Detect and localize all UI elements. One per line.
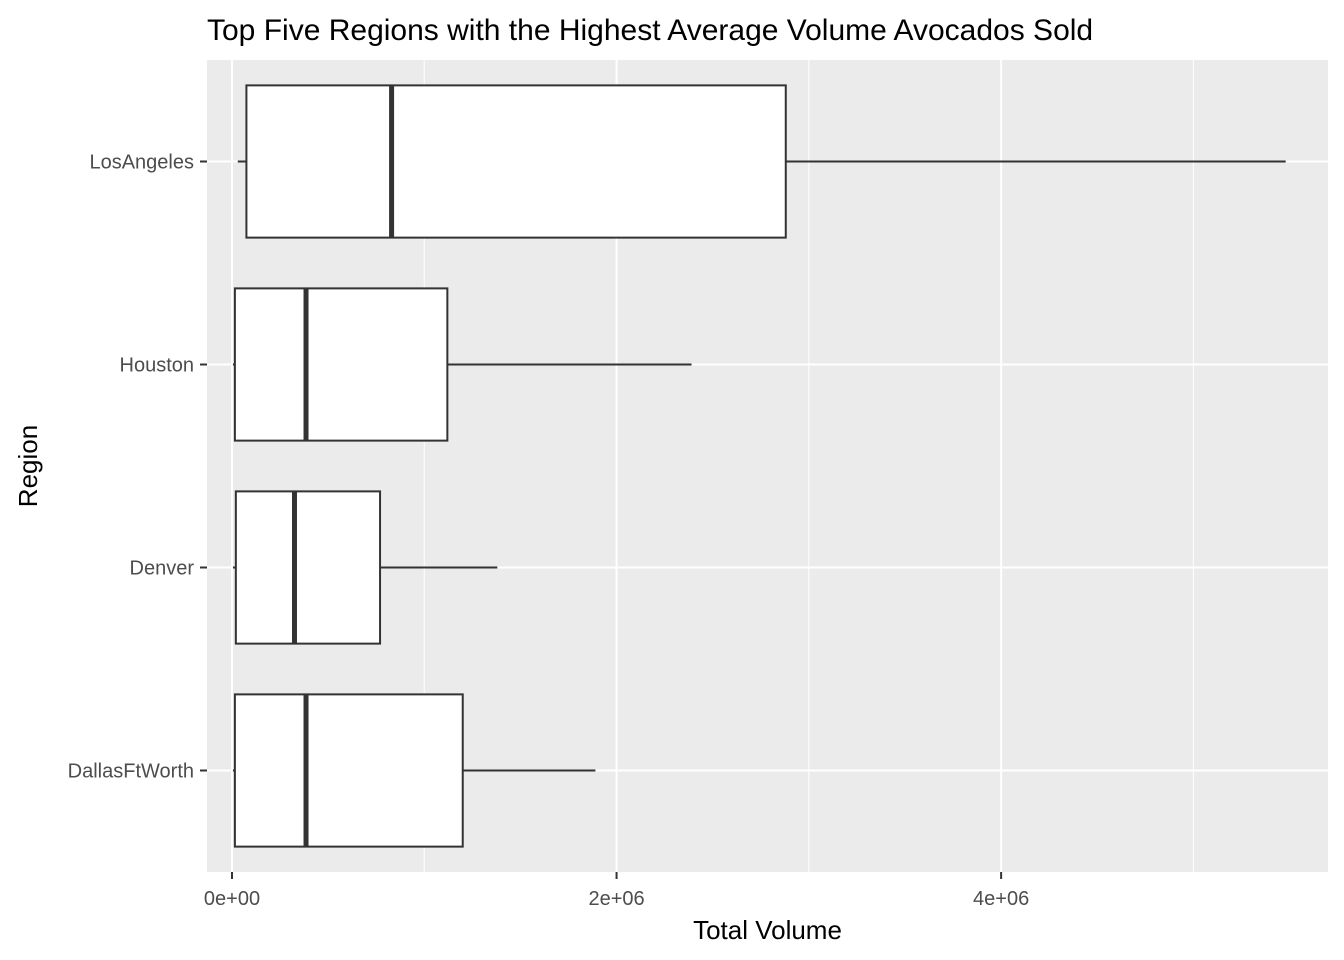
boxplot-losangeles	[237, 84, 1286, 239]
x-tick-label: 4e+06	[973, 888, 1029, 910]
boxplot-denver	[232, 490, 498, 645]
boxplot-dallasftworth	[232, 693, 596, 848]
boxplot-houston	[232, 287, 692, 442]
x-axis: 0e+00 2e+06 4e+06	[204, 872, 1029, 910]
y-tick-label: Houston	[120, 355, 195, 377]
x-axis-title: Total Volume	[693, 915, 842, 945]
box-iqr	[245, 84, 787, 239]
y-axis-title: Region	[13, 425, 43, 507]
x-tick-label: 2e+06	[588, 888, 644, 910]
box-iqr	[234, 490, 382, 645]
boxplots	[232, 84, 1286, 848]
y-tick-label: LosAngeles	[89, 152, 194, 174]
y-tick-label: DallasFtWorth	[68, 761, 194, 783]
box-iqr	[233, 287, 449, 442]
x-tick-label: 0e+00	[204, 888, 260, 910]
chart-title: Top Five Regions with the Highest Averag…	[207, 14, 1093, 47]
y-axis: DallasFtWorth Denver Houston LosAngeles	[68, 152, 207, 783]
y-tick-label: Denver	[130, 558, 195, 580]
box-iqr	[233, 693, 464, 848]
